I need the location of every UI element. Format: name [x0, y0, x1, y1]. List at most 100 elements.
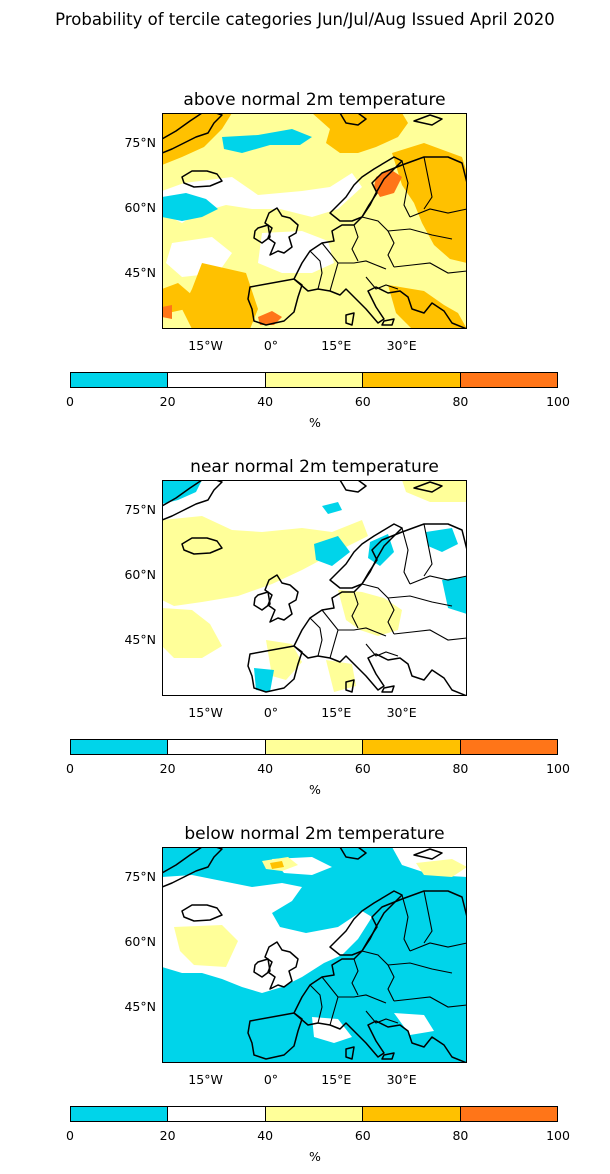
border	[365, 1010, 399, 1024]
coastline	[413, 848, 443, 860]
colorbar	[70, 1106, 558, 1122]
lat-tick-label: 75°N	[124, 869, 156, 885]
colorbar-tick-label: 80	[452, 394, 469, 409]
coastline	[381, 1052, 395, 1060]
coastline	[181, 170, 223, 188]
coastline	[345, 679, 355, 693]
border	[351, 958, 359, 996]
colorbar-tick-label: 0	[66, 1128, 74, 1143]
lat-tick-label: 60°N	[124, 567, 156, 583]
field-region	[162, 113, 232, 165]
border	[393, 996, 467, 1008]
border	[423, 156, 433, 210]
coastline	[381, 318, 395, 326]
lon-tick-label: 30°E	[386, 338, 417, 353]
field-region	[270, 861, 284, 869]
field-region	[314, 536, 350, 566]
map-canvas	[162, 113, 467, 329]
field-region	[162, 608, 222, 658]
colorbar-unit: %	[309, 1149, 321, 1164]
field-region	[162, 193, 218, 221]
colorbar-segment	[363, 373, 461, 387]
colorbar-segment	[265, 740, 364, 754]
colorbar-segment	[363, 1107, 461, 1121]
coastlines	[162, 847, 467, 1063]
border	[365, 276, 399, 290]
lon-tick-label: 15°W	[188, 705, 223, 720]
border	[361, 950, 395, 1002]
field-region	[338, 590, 402, 636]
colorbar-segment	[71, 740, 169, 754]
border	[309, 984, 323, 1024]
colorbar-tick-label: 40	[257, 394, 274, 409]
country-borders	[309, 890, 467, 1026]
border	[409, 575, 467, 585]
colorbar-segment	[71, 1107, 169, 1121]
border	[387, 228, 453, 240]
field-region	[254, 668, 274, 692]
colorbar-tick-label: 100	[546, 761, 570, 776]
lat-tick-label: 45°N	[124, 631, 156, 647]
coastline	[293, 156, 467, 329]
border	[393, 262, 467, 274]
probability-field	[162, 847, 467, 1063]
lon-tick-label: 15°W	[188, 1072, 223, 1087]
field-region	[174, 925, 238, 967]
coastline	[253, 591, 271, 611]
map-canvas	[162, 480, 467, 696]
field-region	[258, 311, 282, 325]
coastline	[162, 113, 223, 154]
border	[387, 595, 453, 607]
colorbar-segment	[168, 740, 266, 754]
lat-tick-label: 60°N	[124, 934, 156, 950]
map-below-normal	[162, 847, 467, 1063]
colorbar-tick-label: 100	[546, 1128, 570, 1143]
field-region	[394, 1013, 434, 1035]
border	[309, 617, 323, 657]
border	[423, 890, 433, 944]
field-region	[426, 528, 458, 552]
border	[401, 527, 411, 585]
border	[409, 208, 467, 218]
map-canvas	[162, 847, 467, 1063]
border	[309, 250, 323, 290]
colorbar-unit: %	[309, 415, 321, 430]
colorbar-segment	[265, 373, 364, 387]
coastline	[413, 481, 443, 493]
border	[351, 591, 359, 629]
map-frame	[162, 480, 467, 696]
field-region	[162, 516, 368, 606]
coastline	[339, 847, 367, 860]
lon-tick-label: 15°E	[321, 705, 352, 720]
colorbar-tick-label: 20	[159, 761, 176, 776]
coastline	[162, 847, 223, 888]
country-borders	[309, 156, 467, 292]
probability-field	[162, 113, 467, 329]
field-region	[442, 576, 467, 614]
border	[338, 260, 387, 270]
field-region	[312, 113, 408, 153]
coastline	[345, 1046, 355, 1060]
border	[338, 627, 387, 637]
coastline	[413, 114, 443, 126]
colorbar-tick-label: 0	[66, 761, 74, 776]
coastline	[293, 890, 467, 1063]
field-region	[222, 129, 312, 153]
lat-tick-label: 45°N	[124, 998, 156, 1014]
border	[401, 160, 411, 218]
colorbar-unit: %	[309, 782, 321, 797]
colorbar-tick-label: 20	[159, 1128, 176, 1143]
lon-tick-label: 30°E	[386, 705, 417, 720]
country-borders	[309, 523, 467, 659]
colorbar-segment	[265, 1107, 364, 1121]
coastline	[339, 113, 367, 126]
coastline	[345, 312, 355, 326]
colorbar-tick-label: 0	[66, 394, 74, 409]
colorbar	[70, 739, 558, 755]
field-region	[322, 502, 342, 514]
lon-tick-label: 15°E	[321, 338, 352, 353]
colorbar-tick-label: 40	[257, 761, 274, 776]
colorbar-tick-label: 60	[354, 1128, 371, 1143]
border	[401, 894, 411, 952]
border	[387, 962, 453, 974]
